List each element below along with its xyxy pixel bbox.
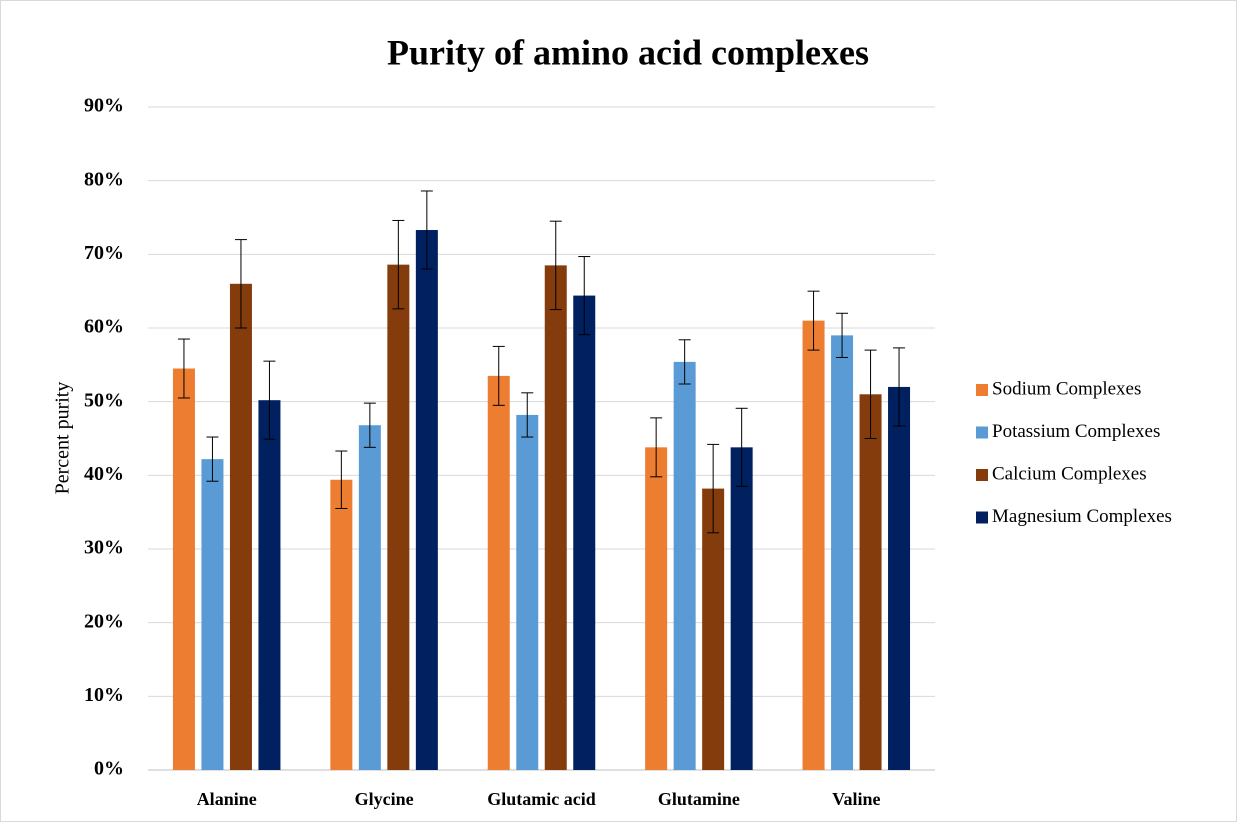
bar: [387, 264, 410, 770]
y-axis-label: Percent purity: [52, 382, 74, 495]
x-tick-label: Alanine: [197, 789, 257, 809]
x-tick-label: Glycine: [355, 789, 414, 809]
bar: [544, 265, 567, 770]
bar: [229, 283, 252, 770]
legend-label: Magnesium Complexes: [992, 506, 1172, 527]
y-tick-label: 70%: [84, 242, 124, 264]
legend-swatch: [976, 469, 988, 481]
bar: [487, 375, 510, 770]
y-tick-label: 10%: [84, 684, 124, 706]
x-tick-label: Glutamic acid: [487, 789, 596, 809]
bar: [702, 488, 725, 770]
y-tick-label: 20%: [84, 610, 124, 632]
bar: [415, 230, 438, 771]
bar: [673, 361, 696, 770]
bar: [573, 295, 596, 770]
bar: [358, 425, 381, 770]
bar: [172, 368, 195, 770]
bar: [330, 479, 353, 770]
legend-label: Sodium Complexes: [992, 378, 1141, 399]
bar: [730, 447, 753, 770]
y-tick-label: 30%: [84, 537, 124, 559]
y-tick-label: 50%: [84, 389, 124, 411]
legend-label: Potassium Complexes: [992, 421, 1160, 442]
y-tick-label: 0%: [94, 758, 124, 780]
chart-title: Purity of amino acid complexes: [387, 32, 869, 72]
bar: [516, 414, 539, 770]
bar: [859, 394, 882, 770]
legend-label: Calcium Complexes: [992, 463, 1147, 484]
bar: [201, 459, 224, 770]
legend-swatch: [976, 426, 988, 439]
y-tick-label: 60%: [84, 316, 124, 338]
y-tick-label: 80%: [84, 168, 124, 190]
legend-swatch: [976, 511, 988, 524]
bar: [831, 335, 854, 770]
legend-swatch: [976, 384, 988, 396]
bar: [645, 447, 668, 770]
x-tick-label: Glutamine: [658, 789, 740, 809]
y-tick-label: 90%: [84, 95, 124, 117]
x-tick-label: Valine: [832, 789, 880, 809]
y-tick-label: 40%: [84, 463, 124, 485]
bar: [258, 400, 281, 770]
bar: [802, 320, 825, 770]
bar: [888, 386, 911, 770]
